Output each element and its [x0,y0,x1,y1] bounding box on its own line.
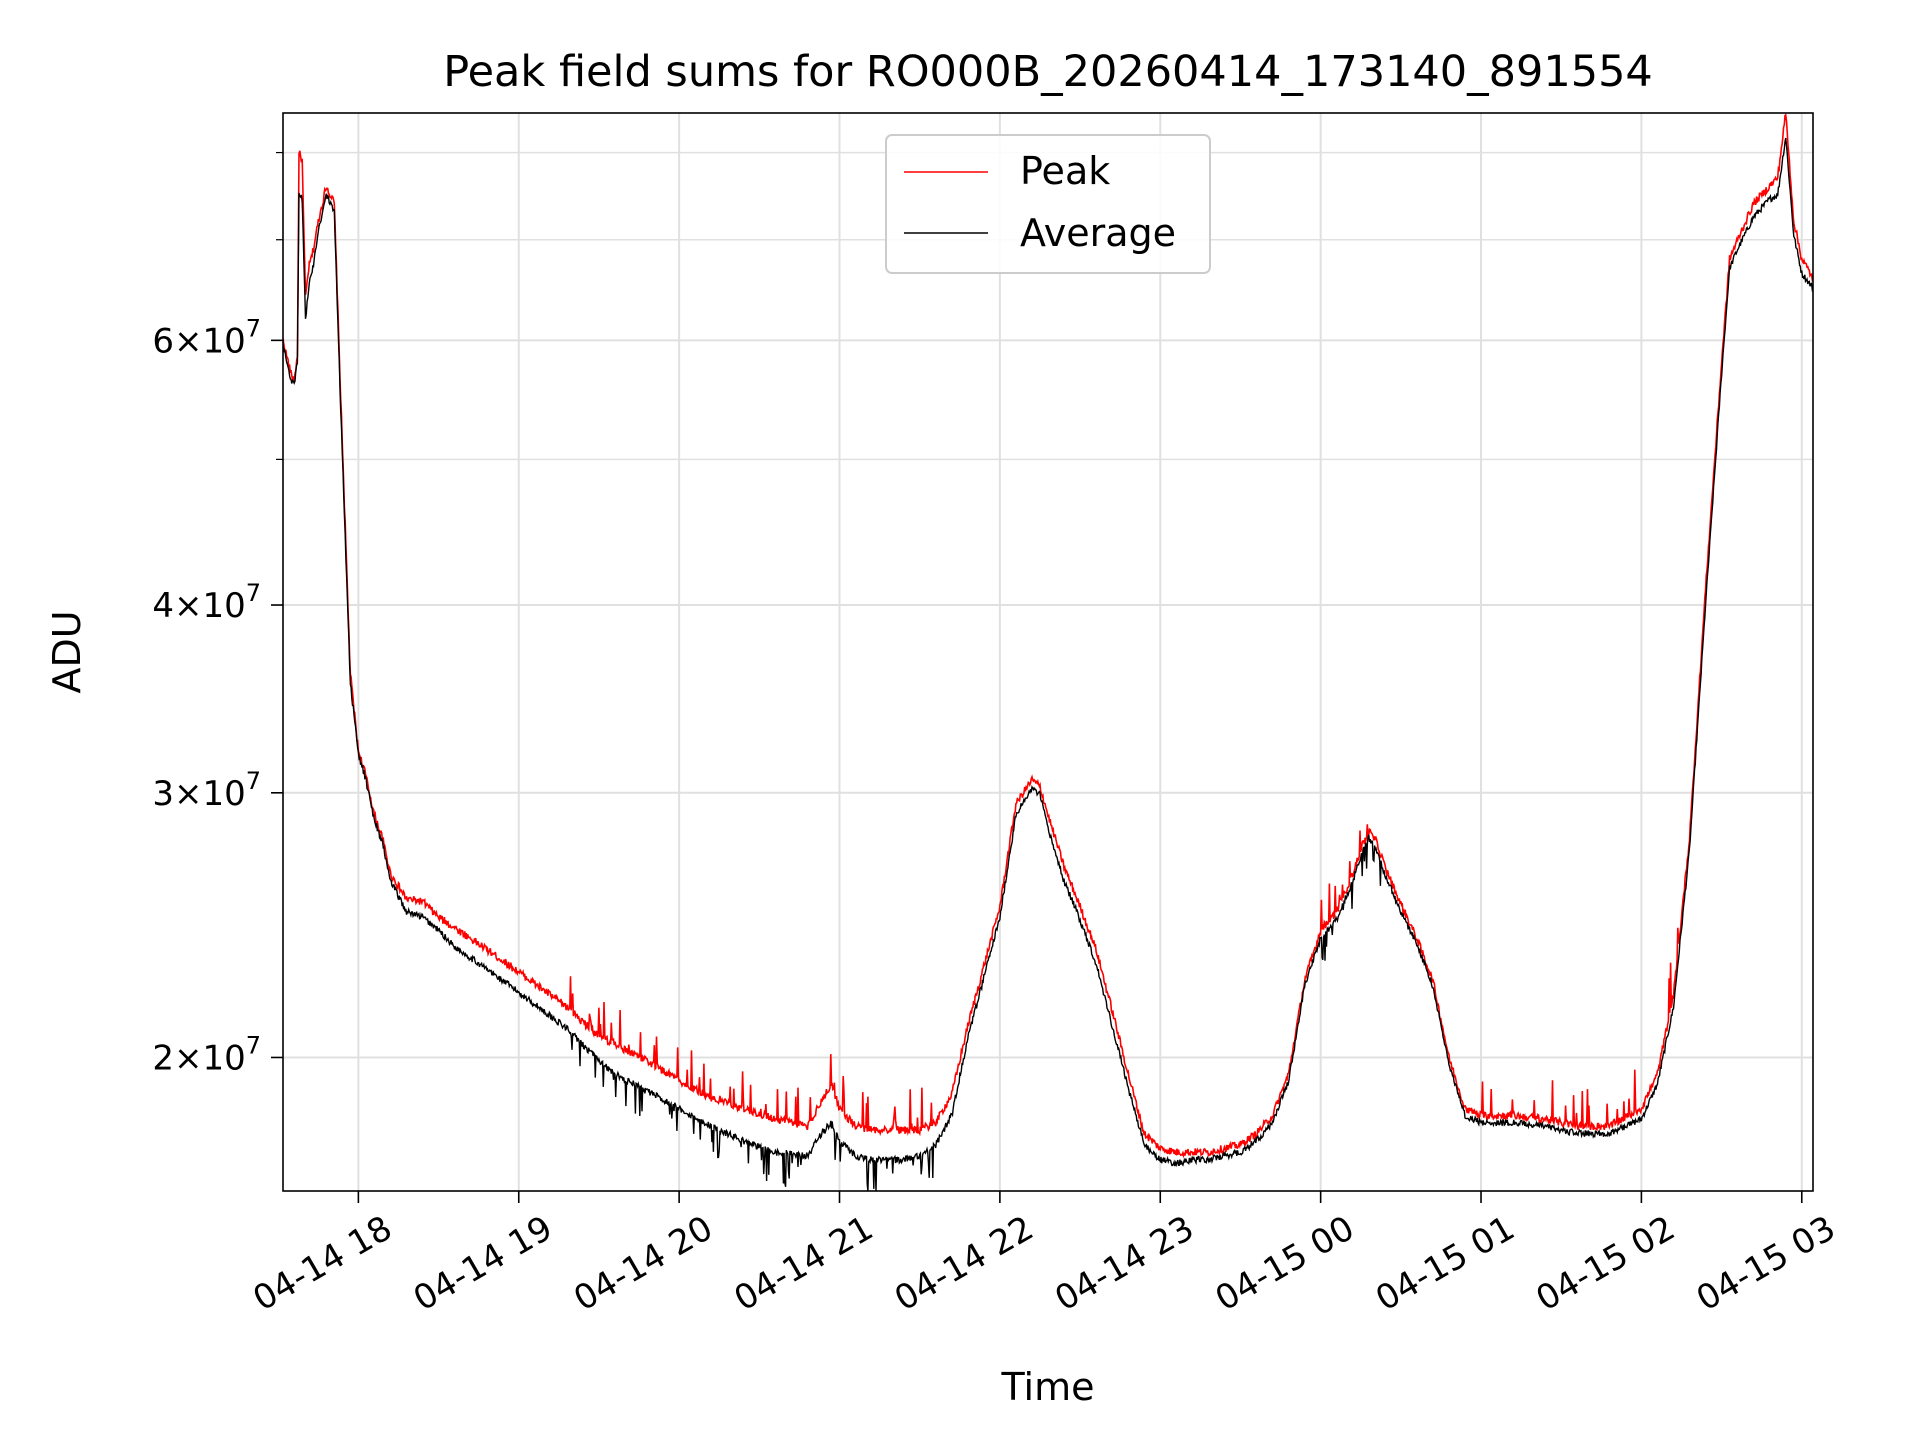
y-tick-exponent: 7 [246,314,261,342]
chart-title: Peak field sums for RO000B_20260414_1731… [443,47,1653,97]
y-tick-times: ×10 [174,586,246,626]
x-axis-label: Time [1001,1365,1095,1409]
legend-label-peak: Peak [1020,149,1110,193]
y-tick-times: ×10 [174,774,246,814]
series-line-average [283,137,1813,1191]
legend: Peak Average [885,134,1211,274]
y-tick-label: 6×107 [152,314,261,361]
y-axis-label: ADU [45,610,89,693]
y-tick-exponent: 7 [246,1031,261,1059]
plot-frame [282,112,1814,1192]
y-tick-mantissa: 4 [152,586,174,626]
legend-label-average: Average [1020,211,1176,255]
y-tick-exponent: 7 [246,579,261,607]
series-line-peak [283,113,1813,1159]
y-tick-times: ×10 [174,321,246,361]
y-tick-times: ×10 [174,1038,246,1078]
y-tick-mantissa: 6 [152,321,174,361]
legend-box [885,134,1211,274]
y-tick-mantissa: 3 [152,774,174,814]
y-tick-exponent: 7 [246,767,261,795]
y-tick-mantissa: 2 [152,1038,174,1078]
grid [283,113,1813,1191]
plot-lines [283,113,1813,1191]
y-tick-label: 3×107 [152,767,261,814]
y-tick-label: 4×107 [152,579,261,626]
y-tick-label: 2×107 [152,1031,261,1078]
